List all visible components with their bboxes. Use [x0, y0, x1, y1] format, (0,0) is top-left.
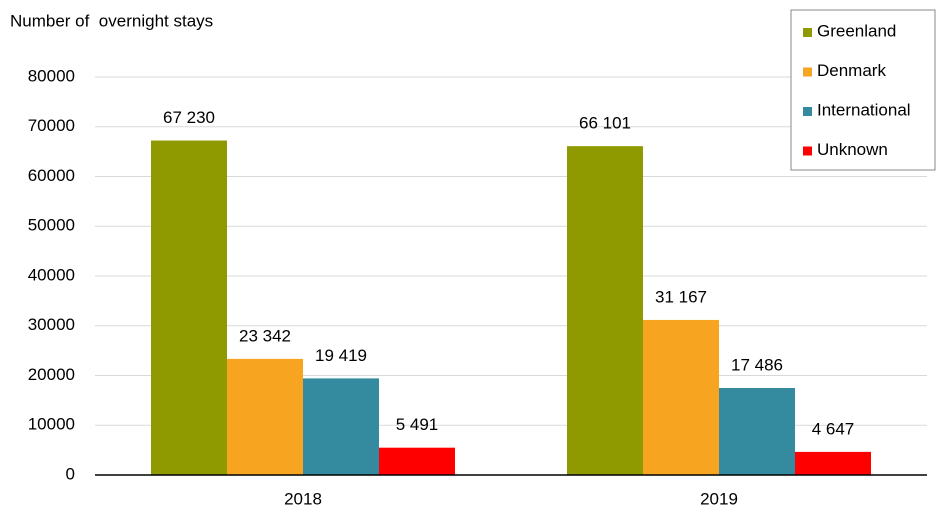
bar [379, 447, 455, 475]
value-label: 31 167 [655, 287, 707, 306]
y-axis-title: Number of overnight stays [10, 11, 213, 30]
legend-label: Unknown [817, 140, 888, 159]
y-tick-label: 30000 [28, 315, 75, 334]
legend-label: International [817, 100, 911, 119]
legend-swatch [803, 67, 812, 77]
y-tick-label: 50000 [28, 216, 75, 235]
value-label: 19 419 [315, 346, 367, 365]
value-label: 66 101 [579, 114, 631, 133]
y-tick-label: 80000 [28, 66, 75, 85]
x-tick-label: 2018 [284, 489, 322, 506]
legend-swatch [803, 107, 812, 116]
value-label: 67 230 [163, 108, 215, 127]
y-tick-label: 60000 [28, 166, 75, 185]
legend-label: Greenland [817, 21, 896, 40]
x-tick-label: 2019 [700, 489, 738, 506]
bar [303, 378, 379, 475]
bar [719, 388, 795, 475]
legend-label: Denmark [817, 61, 886, 80]
y-tick-label: 10000 [28, 415, 75, 434]
y-tick-label: 0 [66, 464, 75, 483]
y-tick-label: 70000 [28, 116, 75, 135]
value-label: 17 486 [731, 355, 783, 374]
legend-swatch [803, 146, 812, 156]
bar [567, 146, 643, 475]
bar [795, 451, 871, 475]
bar [227, 358, 303, 475]
legend-box [790, 9, 936, 171]
y-tick-label: 40000 [28, 265, 75, 284]
y-tick-label: 20000 [28, 365, 75, 384]
value-label: 4 647 [812, 419, 855, 438]
value-label: 5 491 [396, 415, 439, 434]
legend-swatch [803, 28, 812, 37]
bar [643, 319, 719, 475]
bar [151, 140, 227, 475]
value-label: 23 342 [239, 326, 291, 345]
